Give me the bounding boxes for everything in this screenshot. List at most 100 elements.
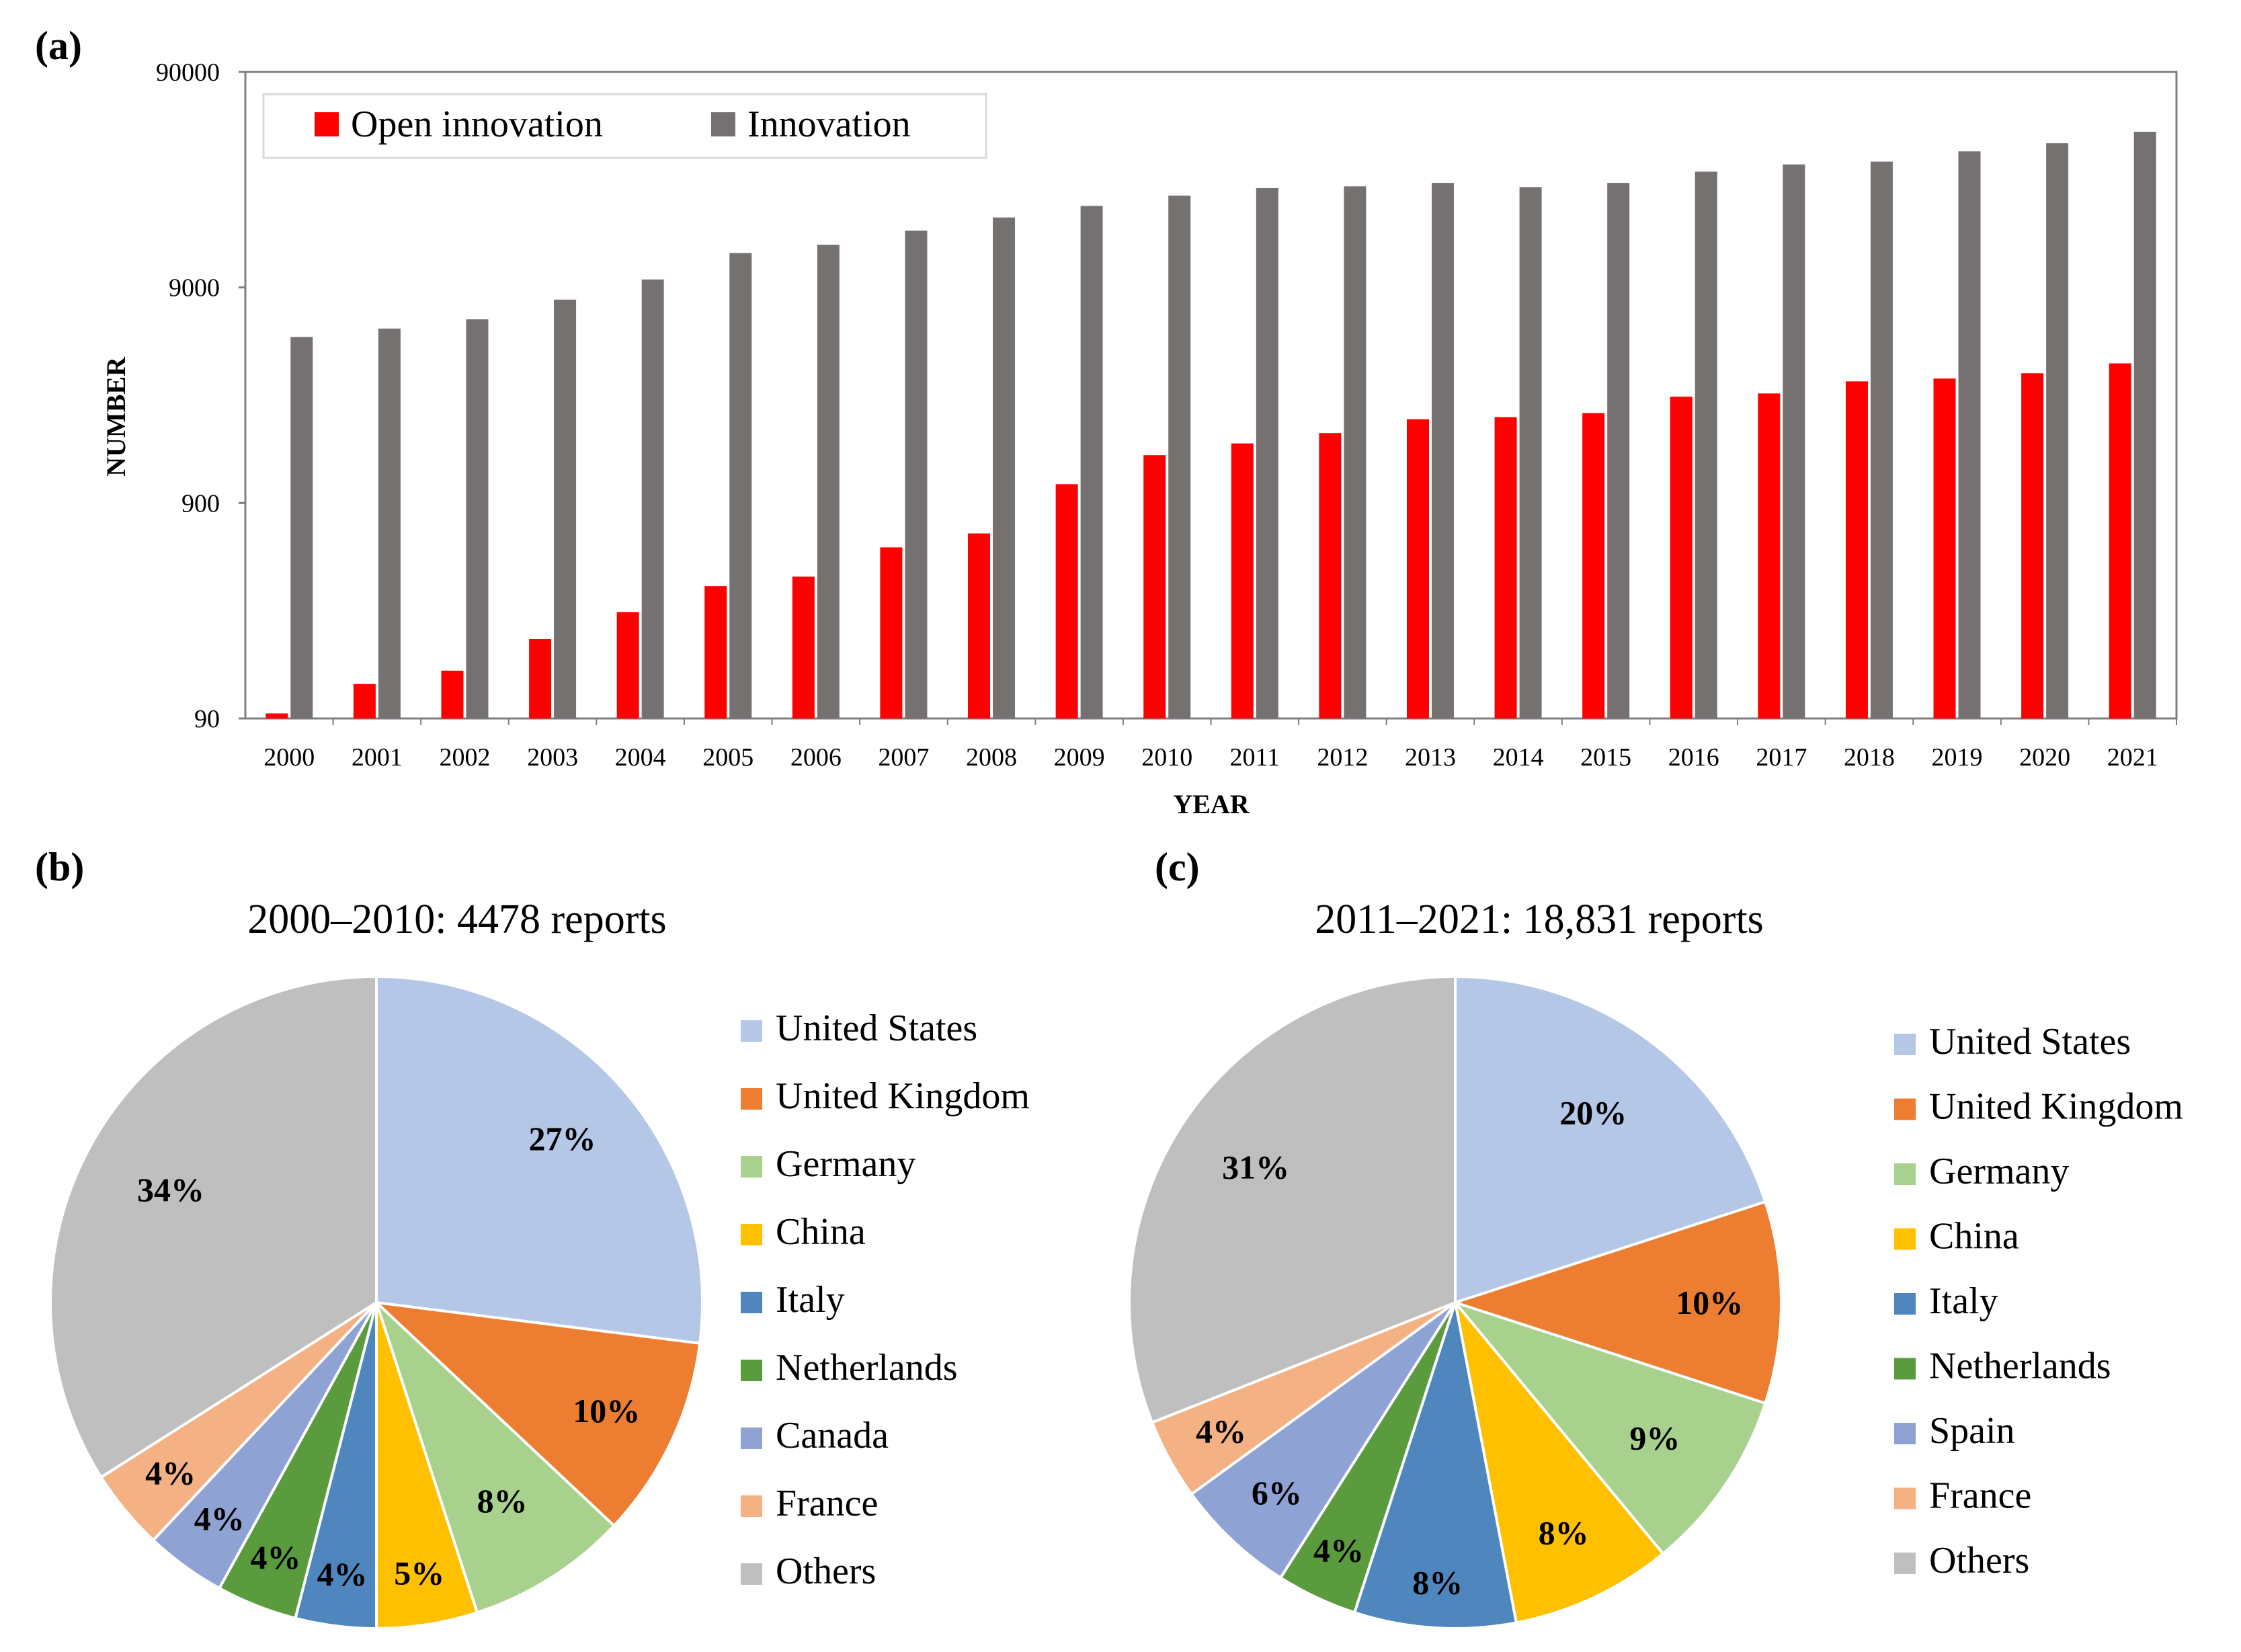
legend-label-spain: Spain xyxy=(1929,1410,2015,1452)
bar-innovation-2000 xyxy=(290,337,313,718)
legend-swatch-united-states xyxy=(741,1020,762,1042)
bar-innovation-2017 xyxy=(1783,164,1805,718)
bar-open-innovation-2008 xyxy=(968,533,991,718)
pie-value-label: 4% xyxy=(145,1454,196,1492)
bar-open-innovation-2021 xyxy=(2109,363,2131,718)
legend-box xyxy=(262,93,987,159)
legend-swatch-spain xyxy=(1894,1423,1916,1444)
legend-swatch-france xyxy=(741,1495,762,1517)
legend-label-open-innovation: Open innovation xyxy=(351,104,603,145)
pie-slice-china xyxy=(1454,1301,1665,1624)
panel-a-label: (a) xyxy=(35,24,82,68)
legend-swatch-netherlands xyxy=(741,1360,762,1381)
bar-open-innovation-2006 xyxy=(792,576,815,718)
bar-innovation-2012 xyxy=(1344,186,1367,718)
bar-open-innovation-2010 xyxy=(1143,455,1166,718)
bar-open-innovation-2005 xyxy=(704,586,727,718)
pie-value-label: 34% xyxy=(137,1171,204,1208)
bar-chart-y-axis: 90 900 9000 90000 xyxy=(156,58,245,733)
bar-open-innovation-2012 xyxy=(1319,433,1342,718)
bar-innovation-2015 xyxy=(1607,183,1630,719)
pie-slice-germany xyxy=(1451,1299,1767,1556)
bar-open-innovation-2016 xyxy=(1670,397,1693,718)
pie-value-label: 8% xyxy=(1539,1514,1589,1551)
pie-value-label: 6% xyxy=(1252,1474,1302,1512)
x-tick-label: 2005 xyxy=(702,743,753,772)
legend-label-germany: Germany xyxy=(776,1143,915,1185)
pie-value-label: 31% xyxy=(1222,1148,1289,1186)
bar-open-innovation-2004 xyxy=(616,612,639,718)
bar-innovation-2008 xyxy=(993,217,1016,718)
legend-swatch-open-innovation xyxy=(315,112,339,136)
y-axis-title: NUMBER xyxy=(101,356,131,477)
x-tick-label: 2013 xyxy=(1405,743,1456,772)
pie-slice-germany xyxy=(375,1301,616,1614)
x-tick-label: 2019 xyxy=(1932,743,1983,772)
pie-c-legend: United States United Kingdom Germany China I… xyxy=(1894,1021,2183,1581)
pie-c-title: 2011–2021: 18,831 reports xyxy=(1315,897,1764,942)
bar-chart-bars xyxy=(266,132,2156,719)
legend-label-china: China xyxy=(1929,1216,2019,1257)
pie-value-label: 10% xyxy=(573,1392,640,1430)
legend-label-netherlands: Netherlands xyxy=(1929,1346,2111,1387)
pie-value-label: 20% xyxy=(1559,1093,1627,1131)
pie-value-label: 27% xyxy=(528,1120,596,1157)
pie-slice-italy xyxy=(1352,1302,1518,1630)
pie-value-label: 4% xyxy=(1196,1413,1246,1450)
bar-open-innovation-2011 xyxy=(1231,443,1254,718)
y-tick-label: 90 xyxy=(194,705,220,733)
bar-innovation-2018 xyxy=(1870,161,1893,719)
legend-label-united-states: United States xyxy=(1929,1021,2131,1063)
bar-innovation-2011 xyxy=(1256,188,1278,718)
bar-innovation-2020 xyxy=(2046,143,2069,718)
x-tick-label: 2009 xyxy=(1054,743,1105,772)
bar-innovation-2014 xyxy=(1519,187,1542,718)
legend-swatch-others xyxy=(741,1563,762,1585)
bar-innovation-2007 xyxy=(905,231,928,718)
legend-swatch-italy xyxy=(741,1292,762,1313)
pie-value-label: 8% xyxy=(1412,1563,1463,1601)
x-tick-label: 2016 xyxy=(1668,743,1719,772)
legend-swatch-germany xyxy=(741,1156,762,1178)
legend-label-others: Others xyxy=(776,1551,876,1592)
pie-slice-united-states xyxy=(375,975,704,1346)
legend-label-united-kingdom: United Kingdom xyxy=(1929,1086,2183,1128)
bar-chart-legend: Open innovation Innovation xyxy=(262,93,987,159)
bar-open-innovation-2020 xyxy=(2021,373,2044,718)
x-tick-label: 2020 xyxy=(2019,743,2070,772)
bar-innovation-2021 xyxy=(2133,132,2156,719)
bar-open-innovation-2009 xyxy=(1055,484,1078,718)
pie-value-label: 8% xyxy=(477,1482,528,1520)
bar-open-innovation-2017 xyxy=(1758,393,1781,718)
pie-slice-others xyxy=(49,975,378,1479)
pie-value-label: 5% xyxy=(394,1554,444,1592)
legend-swatch-united-kingdom xyxy=(1894,1098,1916,1120)
legend-label-france: France xyxy=(1929,1475,2031,1517)
bar-innovation-2003 xyxy=(554,299,577,718)
x-tick-label: 2006 xyxy=(790,743,842,772)
bar-chart-x-axis: 2000 2001 2002 2003 2004 2005 2006 2007 2008 2009… xyxy=(263,718,2177,772)
legend-swatch-france xyxy=(1894,1487,1916,1510)
pie-slice-spain xyxy=(1189,1301,1457,1580)
pie-slice-china xyxy=(375,1302,479,1630)
x-tick-label: 2018 xyxy=(1844,743,1895,772)
legend-label-others: Others xyxy=(1929,1540,2029,1581)
y-tick-label: 9000 xyxy=(169,274,220,302)
pie-value-label: 4% xyxy=(1313,1532,1364,1569)
x-tick-label: 2007 xyxy=(878,743,929,772)
bar-innovation-2005 xyxy=(729,253,752,718)
bar-innovation-2013 xyxy=(1431,183,1454,719)
legend-label-china: China xyxy=(776,1211,866,1253)
x-tick-label: 2012 xyxy=(1317,743,1368,772)
bar-innovation-2016 xyxy=(1695,171,1717,719)
bar-open-innovation-2019 xyxy=(1933,378,1956,718)
y-tick-label: 900 xyxy=(181,489,220,518)
bar-open-innovation-2003 xyxy=(529,639,552,718)
x-axis-title: YEAR xyxy=(1173,789,1250,819)
legend-swatch-china xyxy=(1894,1228,1916,1250)
legend-swatch-germany xyxy=(1894,1163,1916,1185)
pie-slice-others xyxy=(1128,975,1457,1425)
panel-b-label: (b) xyxy=(35,845,84,889)
bar-innovation-2006 xyxy=(817,245,840,718)
